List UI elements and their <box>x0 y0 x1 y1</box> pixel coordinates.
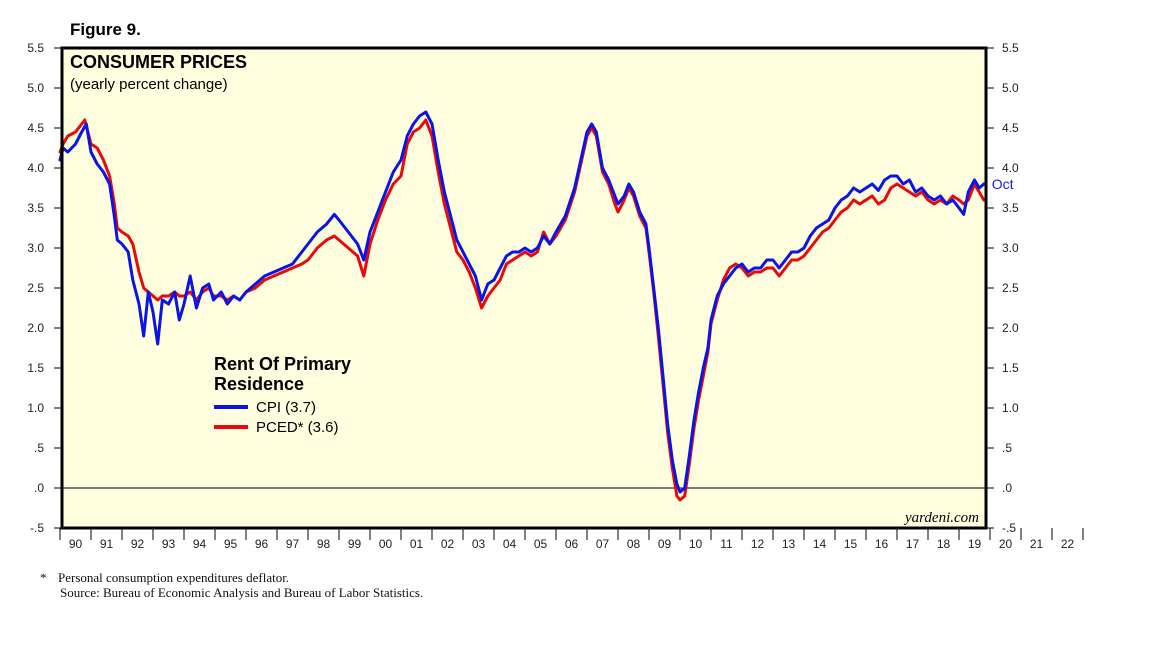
y-tick-label-right: -.5 <box>1002 521 1016 535</box>
x-tick-label: 92 <box>131 537 145 551</box>
x-tick-label: 09 <box>658 537 672 551</box>
series-line-cpi <box>58 110 986 494</box>
watermark: yardeni.com <box>903 510 979 526</box>
y-tick-label-left: .0 <box>34 481 44 495</box>
y-tick-label-left: -.5 <box>30 521 44 535</box>
y-tick-label-right: 5.0 <box>1002 81 1019 95</box>
y-tick-label-right: 3.0 <box>1002 241 1019 255</box>
x-tick-label: 91 <box>100 537 114 551</box>
x-tick-label: 19 <box>968 537 982 551</box>
x-tick-label: 13 <box>782 537 796 551</box>
footnote: * Personal consumption expenditures defla… <box>40 570 423 600</box>
y-tick-label-left: 3.5 <box>27 201 44 215</box>
y-tick-label-right: .5 <box>1002 441 1012 455</box>
legend-title-line-2: Residence <box>214 374 304 394</box>
x-tick-label: 07 <box>596 537 610 551</box>
plot-border <box>60 46 988 530</box>
plot-area <box>62 48 986 528</box>
x-tick-label: 14 <box>813 537 827 551</box>
y-tick-label-left: 3.0 <box>27 241 44 255</box>
x-axis: 90 91 92 93 94 95 96 97 98 99 00 01 02 03 04 05 06 07 08 09… <box>59 528 1084 551</box>
legend-title-line-1: Rent Of Primary <box>214 354 351 374</box>
x-tick-label: 02 <box>441 537 455 551</box>
x-tick-label: 08 <box>627 537 641 551</box>
footnote-definition: Personal consumption expenditures deflat… <box>58 570 290 585</box>
footnote-marker: * <box>40 570 47 585</box>
x-tick-label: 21 <box>1030 537 1044 551</box>
x-tick-label: 93 <box>162 537 176 551</box>
x-tick-label: 05 <box>534 537 548 551</box>
x-tick-label: 90 <box>69 537 83 551</box>
y-tick-label-right: 4.5 <box>1002 121 1019 135</box>
y-tick-label-left: 1.5 <box>27 361 44 375</box>
x-tick-label: 20 <box>999 537 1013 551</box>
y-axis-left: 5.5 5.0 4.5 4.0 3.5 3.0 2.5 2.0 1.5 1.0 .5 .0 -.5 <box>27 41 62 535</box>
x-tick-label: 94 <box>193 537 207 551</box>
y-tick-label-right: 2.0 <box>1002 321 1019 335</box>
y-tick-label-right: 3.5 <box>1002 201 1019 215</box>
chart-title: CONSUMER PRICES <box>70 52 247 72</box>
x-tick-label: 16 <box>875 537 889 551</box>
x-tick-label: 06 <box>565 537 579 551</box>
legend-label-cpi: CPI (3.7) <box>256 399 316 416</box>
x-tick-label: 04 <box>503 537 517 551</box>
end-label-oct: Oct <box>992 176 1014 192</box>
x-tick-label: 22 <box>1061 537 1075 551</box>
footnote-source: Source: Bureau of Economic Analysis and … <box>60 585 424 600</box>
y-tick-label-left: 5.0 <box>27 81 44 95</box>
y-tick-label-right: 5.5 <box>1002 41 1019 55</box>
x-tick-label: 97 <box>286 537 300 551</box>
series-layer <box>58 110 986 502</box>
y-tick-label-left: 4.5 <box>27 121 44 135</box>
y-tick-label-left: 2.5 <box>27 281 44 295</box>
legend-label-pced: PCED* (3.6) <box>256 419 339 436</box>
y-tick-label-left: .5 <box>34 441 44 455</box>
y-tick-label-right: 4.0 <box>1002 161 1019 175</box>
x-tick-label: 17 <box>906 537 920 551</box>
y-tick-label-right: 2.5 <box>1002 281 1019 295</box>
x-tick-label: 00 <box>379 537 393 551</box>
x-tick-label: 95 <box>224 537 238 551</box>
x-tick-label: 12 <box>751 537 765 551</box>
x-tick-label: 11 <box>720 537 733 551</box>
footnote-definition-line: * Personal consumption expenditures defla… <box>40 570 423 585</box>
y-tick-label-right: 1.0 <box>1002 401 1019 415</box>
y-axis-right: 5.5 5.0 4.5 4.0 3.5 3.0 2.5 2.0 1.5 1.0 .5 .0 -.5 <box>986 41 1019 535</box>
y-tick-label-left: 1.0 <box>27 401 44 415</box>
x-tick-label: 03 <box>472 537 486 551</box>
x-tick-label: 15 <box>844 537 858 551</box>
x-tick-label: 10 <box>689 537 703 551</box>
y-tick-label-right: 1.5 <box>1002 361 1019 375</box>
x-tick-label: 96 <box>255 537 269 551</box>
y-tick-label-right: .0 <box>1002 481 1012 495</box>
y-tick-label-left: 2.0 <box>27 321 44 335</box>
x-tick-label: 18 <box>937 537 951 551</box>
chart-subtitle: (yearly percent change) <box>70 76 228 93</box>
x-tick-label: 99 <box>348 537 362 551</box>
figure-label: Figure 9. <box>70 20 141 39</box>
x-tick-label: 01 <box>410 537 424 551</box>
x-tick-label: 98 <box>317 537 331 551</box>
y-tick-label-left: 5.5 <box>27 41 44 55</box>
y-tick-label-left: 4.0 <box>27 161 44 175</box>
